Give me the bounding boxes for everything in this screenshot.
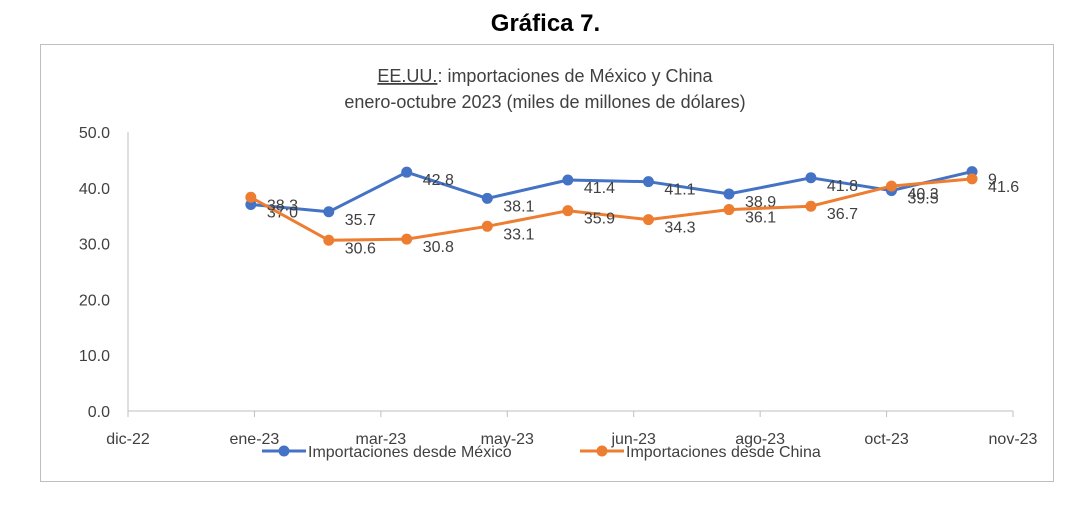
data-label: 30.6 bbox=[345, 240, 376, 257]
legend-label: Importaciones desde México bbox=[308, 444, 512, 461]
data-label: 38.3 bbox=[267, 197, 298, 214]
data-label: 30.8 bbox=[423, 239, 454, 256]
data-label: 40.3 bbox=[907, 186, 938, 203]
legend-label: Importaciones desde China bbox=[626, 444, 821, 461]
y-tick-label: 10.0 bbox=[79, 348, 110, 365]
x-tick-label: may-23 bbox=[481, 431, 534, 448]
data-label: 35.7 bbox=[345, 212, 376, 229]
data-point bbox=[245, 191, 257, 203]
chart-title-line2: enero-octubre 2023 (miles de millones de… bbox=[344, 92, 745, 112]
data-label: 38.1 bbox=[503, 198, 534, 215]
data-label: 35.9 bbox=[584, 211, 615, 228]
data-label: 41.8 bbox=[827, 178, 858, 195]
data-point bbox=[805, 200, 817, 212]
x-tick-label: nov-23 bbox=[989, 431, 1038, 448]
data-label: 41.1 bbox=[664, 182, 695, 199]
data-point bbox=[562, 205, 574, 217]
chart-frame bbox=[40, 44, 1054, 482]
x-tick-label: ago-23 bbox=[735, 431, 785, 448]
data-point bbox=[323, 234, 335, 246]
x-tick-label: oct-23 bbox=[864, 431, 909, 448]
series-line-mexico bbox=[250, 170, 973, 214]
y-tick-label: 0.0 bbox=[88, 404, 110, 421]
data-point bbox=[723, 204, 735, 216]
x-tick-label: jun-23 bbox=[610, 431, 656, 448]
series-line-china bbox=[250, 177, 973, 242]
data-label: 41.4 bbox=[584, 180, 615, 197]
chart-title-rest: : importaciones de México y China bbox=[437, 66, 713, 86]
chart-title-line1: EE.UU.: importaciones de México y China bbox=[377, 66, 713, 86]
data-point bbox=[805, 172, 817, 184]
x-tick-label: mar-23 bbox=[356, 431, 407, 448]
data-label: 34.3 bbox=[664, 220, 695, 237]
x-tick-label: ene-23 bbox=[230, 431, 280, 448]
data-point bbox=[642, 176, 654, 188]
legend-marker bbox=[278, 445, 290, 457]
data-point bbox=[723, 188, 735, 200]
y-tick-label: 30.0 bbox=[79, 237, 110, 254]
data-point bbox=[562, 174, 574, 186]
data-point bbox=[481, 192, 493, 204]
data-label: 39.5 bbox=[907, 191, 938, 208]
x-tick-label: dic-22 bbox=[106, 431, 150, 448]
chart-title-prefix: EE.UU. bbox=[377, 66, 437, 86]
data-point bbox=[323, 206, 335, 218]
data-label: 33.1 bbox=[503, 226, 534, 243]
data-label: 41.6 bbox=[988, 179, 1019, 196]
data-point bbox=[642, 214, 654, 226]
data-point bbox=[401, 166, 413, 178]
data-point bbox=[885, 180, 897, 192]
data-point bbox=[401, 233, 413, 245]
data-label: 9 bbox=[988, 172, 997, 189]
data-point bbox=[966, 173, 978, 185]
data-label: 36.7 bbox=[827, 206, 858, 223]
data-label: 42.8 bbox=[423, 172, 454, 189]
y-tick-label: 20.0 bbox=[79, 292, 110, 309]
y-tick-label: 50.0 bbox=[79, 125, 110, 142]
y-tick-label: 40.0 bbox=[79, 181, 110, 198]
data-label: 36.1 bbox=[745, 210, 776, 227]
data-point bbox=[481, 220, 493, 232]
page-heading: Gráfica 7. bbox=[490, 10, 601, 37]
legend-marker bbox=[596, 445, 608, 457]
